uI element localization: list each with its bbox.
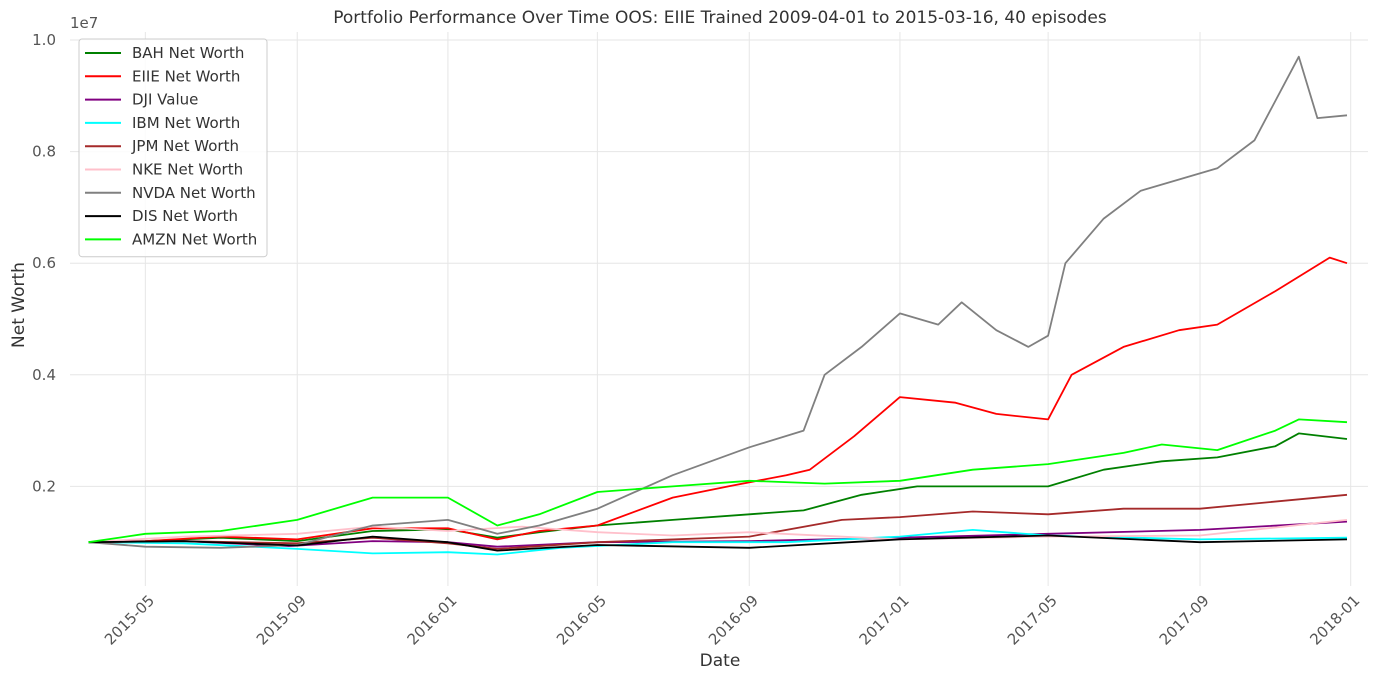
legend-label: DIS Net Worth xyxy=(132,207,238,225)
y-tick-label: 1.0 xyxy=(32,31,56,49)
legend-label: EIIE Net Worth xyxy=(132,67,240,85)
legend: BAH Net Worth EIIE Net Worth DJI Value IBM … xyxy=(78,38,268,258)
series-line-nvda-net-worth xyxy=(88,55,1348,549)
series-line-jpm-net-worth xyxy=(88,493,1348,550)
y-offset-text: 1e7 xyxy=(70,14,98,32)
legend-label: AMZN Net Worth xyxy=(132,230,257,248)
y-tick-label: 0.4 xyxy=(32,366,56,384)
y-tick-label: 0.6 xyxy=(32,254,56,272)
y-tick-label: 0.2 xyxy=(32,477,56,495)
series-lines xyxy=(88,55,1348,556)
series-line-dis-net-worth xyxy=(88,534,1348,552)
legend-label: BAH Net Worth xyxy=(132,44,244,62)
series-line-nke-net-worth xyxy=(88,519,1348,544)
series-line-eiie-net-worth xyxy=(88,256,1348,544)
x-axis-label: Date xyxy=(700,651,741,671)
legend-label: IBM Net Worth xyxy=(132,114,240,132)
chart-title: Portfolio Performance Over Time OOS: EII… xyxy=(333,8,1107,28)
gridlines xyxy=(70,32,1368,586)
legend-label: NVDA Net Worth xyxy=(132,184,256,202)
y-axis-ticks: 0.2 0.4 0.6 0.8 1.0 xyxy=(32,31,56,495)
y-tick-label: 0.8 xyxy=(32,143,56,161)
legend-label: JPM Net Worth xyxy=(131,137,239,155)
legend-frame xyxy=(78,38,268,258)
series-line-amzn-net-worth xyxy=(88,418,1348,544)
y-axis-label: Net Worth xyxy=(9,262,29,348)
legend-label: DJI Value xyxy=(132,91,198,109)
legend-label: NKE Net Worth xyxy=(132,161,243,179)
